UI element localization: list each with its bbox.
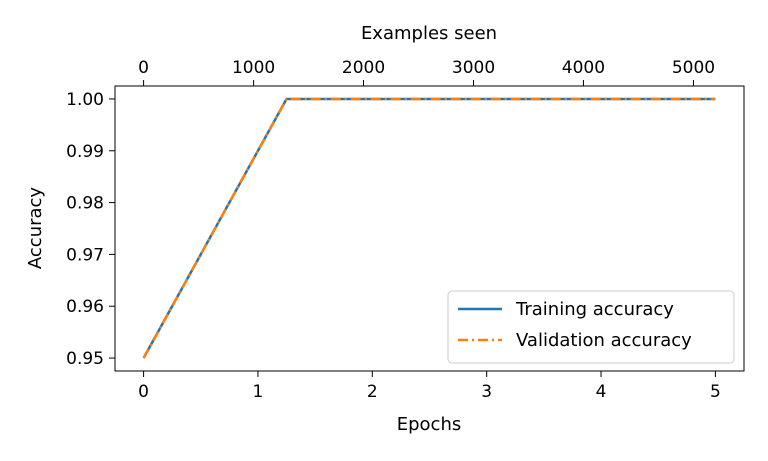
- legend: Training accuracy Validation accuracy: [447, 290, 735, 364]
- y-axis-title: Accuracy: [25, 187, 46, 270]
- axis-ticks: 0 1 2 3 4 5 0 1000 2000 3000 4000 5000 0.95 0.96 0.97 0…: [66, 58, 721, 402]
- plot-frame: [114, 85, 745, 372]
- x-tick-label: 4: [596, 382, 607, 402]
- y-tick-label: 0.96: [66, 297, 104, 317]
- x-tick-label: 2: [367, 382, 378, 402]
- x-tick-label: 3: [481, 382, 492, 402]
- y-tick-label: 0.98: [66, 194, 104, 214]
- top-axis-title: Examples seen: [361, 23, 497, 44]
- x-tick-label: 5: [710, 382, 721, 402]
- top-tick-label: 1000: [232, 58, 275, 78]
- series-lines: [142, 97, 716, 359]
- x-tick-label: 0: [138, 382, 149, 402]
- y-tick-label: 0.99: [66, 142, 104, 162]
- y-tick-label: 0.97: [66, 245, 104, 265]
- validation-accuracy-line: [142, 97, 716, 359]
- y-tick-label: 0.95: [66, 349, 104, 369]
- x-tick-label: 1: [253, 382, 264, 402]
- legend-box: [447, 290, 735, 364]
- top-tick-label: 3000: [452, 58, 495, 78]
- legend-label-training: Training accuracy: [515, 299, 674, 320]
- top-tick-label: 5000: [672, 58, 715, 78]
- top-tick-label: 2000: [342, 58, 385, 78]
- legend-label-validation: Validation accuracy: [516, 330, 692, 351]
- x-axis-title: Epochs: [397, 414, 462, 435]
- top-tick-label: 4000: [562, 58, 605, 78]
- y-tick-label: 1.00: [66, 90, 104, 110]
- top-tick-label: 0: [138, 58, 149, 78]
- plot-area-border: [114, 85, 745, 372]
